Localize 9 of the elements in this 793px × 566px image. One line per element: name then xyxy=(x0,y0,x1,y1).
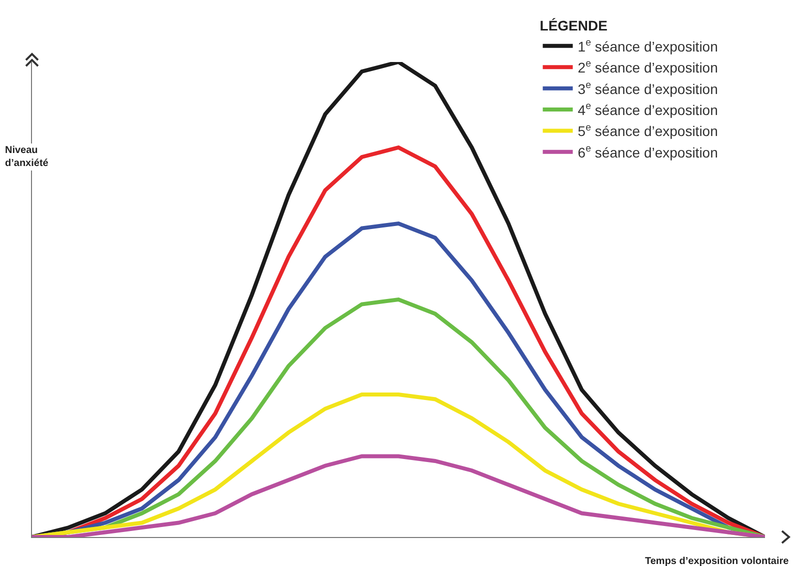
legend-label: 4$^{e}$ séance d’exposition xyxy=(578,101,718,118)
legend-label: 2$^{e}$ séance d’exposition xyxy=(578,58,718,76)
y-axis-title: Niveau d’anxiété xyxy=(5,145,49,169)
legend-label: 6$^{e}$ séance d’exposition xyxy=(578,144,718,160)
x-axis-title: Temps d’exposition volontaire xyxy=(645,556,790,566)
legend-title: LÉGENDE xyxy=(540,17,608,34)
legend-label: 5$^{e}$ séance d’exposition xyxy=(578,122,718,140)
legend-label: 1$^{e}$ séance d’exposition xyxy=(578,38,718,54)
legend-label: 3$^{e}$ séance d’exposition xyxy=(578,80,718,97)
